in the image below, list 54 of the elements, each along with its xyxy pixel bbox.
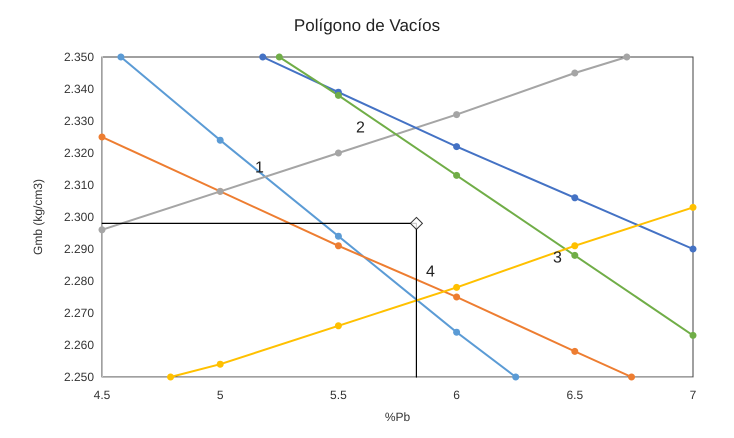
point xyxy=(571,70,578,76)
point xyxy=(623,54,630,60)
point xyxy=(453,294,460,300)
point xyxy=(512,374,520,380)
point xyxy=(334,242,342,250)
x-tick-label: 5.5 xyxy=(330,388,348,402)
point xyxy=(334,232,342,240)
point xyxy=(276,54,283,60)
point xyxy=(453,143,460,150)
annotation: 3 xyxy=(553,250,562,266)
x-tick-label: 7 xyxy=(690,388,697,402)
annotation: 4 xyxy=(426,264,435,280)
point xyxy=(453,172,460,179)
point xyxy=(98,134,106,140)
point xyxy=(571,242,578,250)
point xyxy=(334,150,342,156)
x-tick-label: 4.5 xyxy=(94,388,111,402)
point xyxy=(571,348,578,355)
point xyxy=(453,328,460,336)
point xyxy=(690,332,696,339)
x-tick-label: 6.5 xyxy=(566,388,584,402)
x-tick-label: 6 xyxy=(453,388,460,402)
point xyxy=(410,216,423,230)
y-tick-label: 2.270 xyxy=(64,306,94,320)
y-axis-title: Gmb (kg/cm3) xyxy=(31,178,45,256)
point xyxy=(334,92,342,99)
annotation: 2 xyxy=(356,120,365,136)
point xyxy=(117,54,124,60)
point xyxy=(167,374,174,380)
point xyxy=(259,54,266,60)
point xyxy=(571,252,578,259)
y-tick-label: 2.250 xyxy=(64,370,94,384)
y-tick-label: 2.290 xyxy=(64,242,94,256)
point xyxy=(628,374,636,380)
y-tick-label: 2.340 xyxy=(64,82,94,96)
point xyxy=(690,204,696,211)
y-tick-label: 2.280 xyxy=(64,274,94,288)
point xyxy=(216,360,224,368)
x-tick-label: 5 xyxy=(216,388,224,402)
x-axis-title: %Pb xyxy=(384,410,410,424)
point xyxy=(216,136,224,144)
y-tick-label: 2.320 xyxy=(64,146,94,160)
point xyxy=(453,284,460,291)
y-tick-label: 2.310 xyxy=(64,178,94,192)
point xyxy=(334,322,342,330)
point xyxy=(571,194,578,202)
point xyxy=(98,226,106,234)
chart-title: Polígono de Vacíos xyxy=(294,16,440,35)
point xyxy=(690,246,696,252)
y-tick-label: 2.260 xyxy=(64,338,94,352)
y-tick-label: 2.350 xyxy=(64,50,94,64)
point xyxy=(453,111,460,118)
y-tick-label: 2.330 xyxy=(64,114,94,128)
y-tick-label: 2.300 xyxy=(64,210,94,224)
